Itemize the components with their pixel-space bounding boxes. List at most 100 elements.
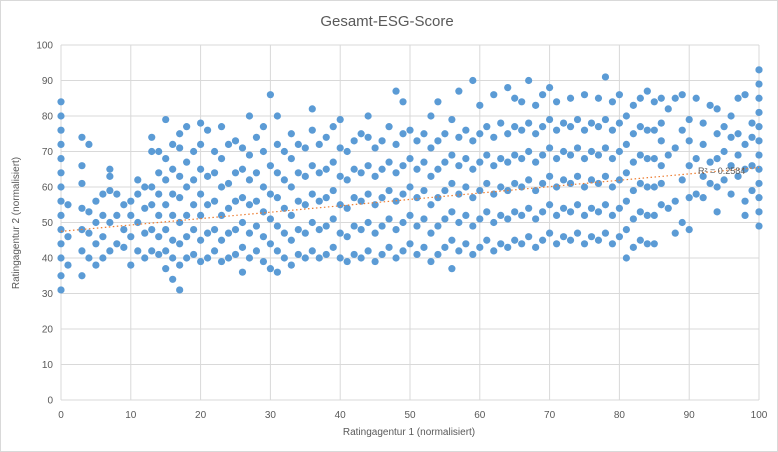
data-point [532, 243, 540, 251]
data-point [371, 229, 379, 237]
data-point [497, 119, 505, 127]
data-point [245, 254, 254, 262]
data-point [741, 197, 749, 205]
data-point [399, 247, 407, 255]
data-point [280, 229, 288, 237]
data-point [699, 172, 707, 180]
data-point [601, 201, 610, 209]
data-point [692, 94, 700, 102]
data-point [197, 140, 205, 148]
data-point [490, 247, 498, 255]
data-point [462, 126, 470, 134]
data-point [259, 257, 268, 266]
data-point [106, 172, 114, 180]
data-point [273, 268, 281, 276]
data-point [601, 73, 610, 81]
data-point [420, 158, 428, 166]
x-axis-ticks: 0 10 20 30 40 50 60 70 80 90 100 [58, 410, 768, 421]
y-tick-label: 40 [42, 254, 54, 265]
data-point [92, 240, 100, 248]
data-point [252, 222, 261, 230]
data-point [273, 140, 281, 148]
data-point [546, 172, 554, 180]
data-point [636, 94, 644, 102]
data-point [141, 183, 149, 191]
data-point [120, 243, 128, 251]
data-point [343, 176, 351, 184]
data-point [329, 186, 337, 195]
data-point [294, 197, 302, 205]
data-point [210, 147, 219, 156]
data-point [350, 137, 358, 145]
data-point [539, 123, 547, 131]
data-point [203, 201, 212, 209]
data-point [364, 133, 372, 141]
data-point [155, 169, 163, 177]
data-point [197, 165, 205, 173]
data-point [629, 186, 637, 195]
data-point [183, 183, 191, 191]
data-point [525, 204, 533, 212]
data-point [727, 162, 735, 170]
data-point [615, 233, 624, 241]
data-point [287, 261, 295, 269]
data-point [190, 250, 198, 259]
data-point [203, 172, 212, 180]
data-point [539, 179, 547, 188]
data-point [713, 105, 721, 113]
data-point [580, 183, 589, 191]
data-point [322, 194, 330, 202]
trendline [60, 166, 760, 232]
data-point [134, 247, 142, 255]
data-point [713, 208, 721, 216]
data-point [92, 197, 100, 205]
data-point [469, 194, 477, 202]
data-point [176, 240, 184, 248]
data-point [169, 275, 177, 283]
data-point [608, 155, 617, 163]
data-point [532, 101, 540, 109]
data-point [755, 108, 763, 117]
data-point [273, 169, 281, 177]
data-point [469, 222, 477, 230]
data-point [329, 158, 337, 166]
y-tick-label: 50 [42, 218, 54, 229]
data-point [413, 137, 421, 145]
data-point [713, 183, 721, 191]
data-point [176, 172, 184, 180]
data-point [224, 179, 233, 188]
data-point [57, 112, 65, 120]
data-point [580, 91, 589, 99]
data-point [469, 250, 477, 259]
data-point [336, 144, 344, 152]
data-point [608, 98, 617, 106]
data-point [252, 197, 261, 205]
data-point [532, 215, 540, 223]
data-point [127, 211, 135, 219]
data-point [322, 133, 330, 141]
data-point [308, 126, 316, 134]
data-point [601, 229, 610, 237]
data-point [413, 165, 421, 173]
data-point [671, 229, 679, 237]
data-point [217, 155, 226, 163]
data-point [476, 243, 484, 251]
data-point [141, 204, 149, 212]
data-point [420, 243, 428, 251]
data-point [643, 126, 651, 134]
data-point [552, 211, 561, 219]
data-point [162, 155, 170, 163]
data-point [559, 147, 568, 156]
data-point [273, 247, 281, 255]
data-point [587, 147, 596, 156]
data-point [650, 183, 658, 191]
data-point [364, 112, 372, 120]
data-point [343, 147, 351, 156]
data-point [287, 155, 295, 163]
data-point [224, 204, 233, 212]
data-point [643, 211, 651, 219]
data-point [280, 176, 288, 184]
data-point [657, 119, 665, 127]
data-point [148, 226, 156, 234]
